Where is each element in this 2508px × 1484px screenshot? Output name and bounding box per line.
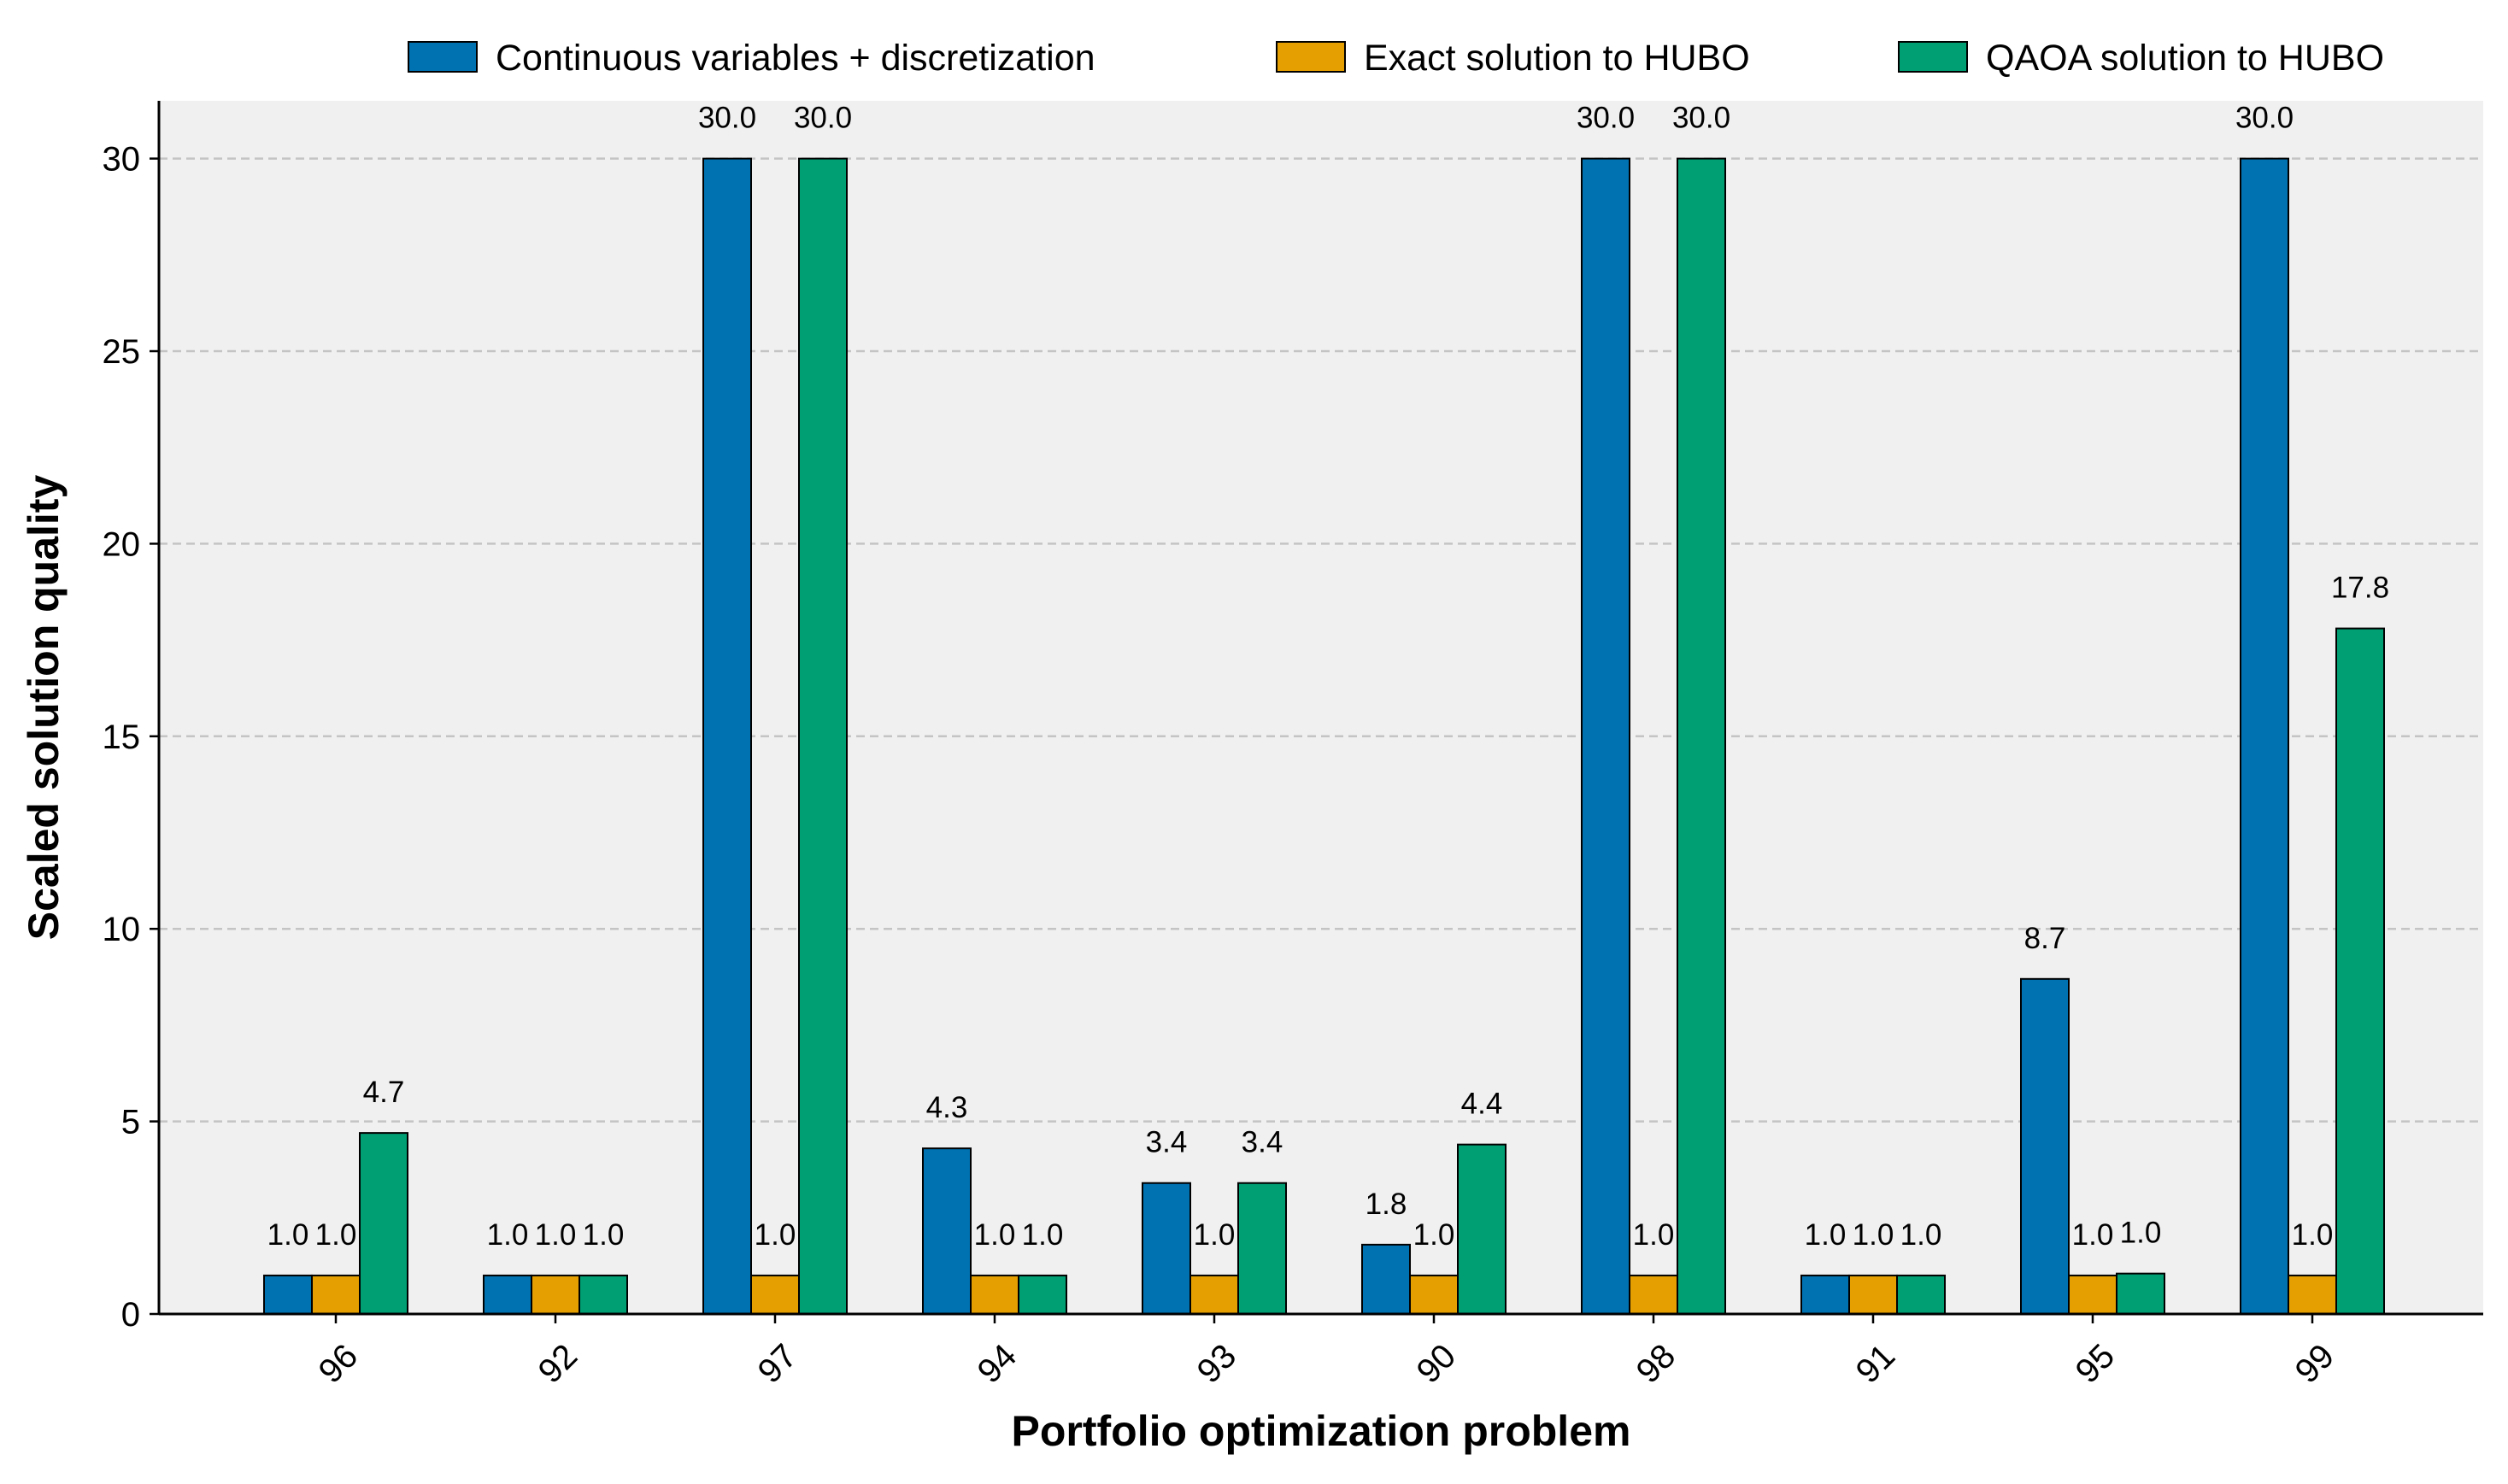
bar-value-label: 1.0 bbox=[267, 1218, 309, 1252]
bar bbox=[1581, 157, 1630, 1316]
x-tick-label: 95 bbox=[2069, 1337, 2123, 1391]
bar-value-label: 8.7 bbox=[2024, 922, 2066, 955]
bar-value-label: 1.0 bbox=[1413, 1218, 1455, 1252]
y-tick-label: 20 bbox=[103, 525, 141, 563]
bar-value-label: 30.0 bbox=[1672, 102, 1730, 135]
bar-value-label: 1.0 bbox=[2120, 1217, 2162, 1250]
legend-label: Continuous variables + discretization bbox=[496, 38, 1095, 79]
x-axis-title: Portfolio optimization problem bbox=[1012, 1407, 1631, 1455]
bar-value-label: 1.0 bbox=[1900, 1218, 1942, 1252]
bar-value-label: 1.0 bbox=[1633, 1218, 1675, 1252]
y-tick-label: 25 bbox=[103, 333, 141, 371]
bar bbox=[1896, 1274, 1946, 1316]
y-tick-label: 15 bbox=[103, 719, 141, 756]
y-tick-label: 10 bbox=[103, 911, 141, 948]
bar bbox=[1677, 157, 1726, 1316]
bar-value-label: 1.0 bbox=[315, 1218, 357, 1252]
legend-swatch bbox=[1276, 41, 1346, 73]
bar-value-label: 30.0 bbox=[698, 102, 756, 135]
bar-value-label: 1.0 bbox=[2072, 1218, 2114, 1252]
bar bbox=[2020, 977, 2070, 1316]
bar bbox=[922, 1147, 972, 1315]
bar-value-label: 1.0 bbox=[535, 1218, 577, 1252]
plot-area bbox=[159, 101, 2483, 1314]
bar-value-label: 30.0 bbox=[1577, 102, 1635, 135]
x-tick-label: 94 bbox=[971, 1337, 1025, 1391]
bar bbox=[2116, 1272, 2165, 1315]
bar-value-label: 30.0 bbox=[794, 102, 852, 135]
bar bbox=[2240, 157, 2289, 1316]
legend-label: QAOA solution to HUBO bbox=[1986, 38, 2384, 79]
x-tick-label: 98 bbox=[1630, 1337, 1683, 1391]
bar-value-label: 4.4 bbox=[1461, 1088, 1503, 1121]
x-tick-label: 96 bbox=[312, 1337, 366, 1391]
bar bbox=[359, 1132, 408, 1315]
x-tick-label: 97 bbox=[751, 1337, 805, 1391]
legend-swatch bbox=[408, 41, 478, 73]
bar-value-label: 1.0 bbox=[1022, 1218, 1064, 1252]
bar-value-label: 1.8 bbox=[1366, 1188, 1407, 1221]
bar-value-label: 1.0 bbox=[1805, 1218, 1847, 1252]
y-tick-label: 0 bbox=[121, 1296, 140, 1334]
x-tick-label: 99 bbox=[2288, 1337, 2342, 1391]
bar-value-label: 17.8 bbox=[2331, 572, 2389, 605]
bar bbox=[1237, 1182, 1287, 1315]
x-tick-label: 90 bbox=[1410, 1337, 1464, 1391]
bar bbox=[1800, 1274, 1850, 1316]
bar-value-label: 1.0 bbox=[487, 1218, 529, 1252]
bar-value-label: 3.4 bbox=[1146, 1126, 1188, 1159]
bar bbox=[2335, 627, 2385, 1315]
bar-value-label: 4.3 bbox=[926, 1091, 968, 1124]
bar bbox=[750, 1274, 800, 1316]
bar bbox=[1361, 1243, 1411, 1316]
bar-value-label: 3.4 bbox=[1242, 1126, 1283, 1159]
legend-swatch bbox=[1898, 41, 1968, 73]
x-tick-label: 91 bbox=[1849, 1337, 1903, 1391]
bar bbox=[1409, 1274, 1459, 1316]
bar-value-label: 30.0 bbox=[2235, 102, 2294, 135]
bar bbox=[702, 157, 752, 1316]
y-tick-label: 30 bbox=[103, 141, 141, 179]
bar-value-label: 1.0 bbox=[583, 1218, 625, 1252]
bar-value-label: 1.0 bbox=[2292, 1218, 2334, 1252]
bar bbox=[1848, 1274, 1898, 1316]
bar-value-label: 1.0 bbox=[1194, 1218, 1236, 1252]
bar bbox=[970, 1274, 1019, 1316]
bar bbox=[1018, 1274, 1067, 1316]
bar-value-label: 1.0 bbox=[974, 1218, 1016, 1252]
bar-value-label: 1.0 bbox=[755, 1218, 796, 1252]
bar bbox=[531, 1274, 580, 1316]
bar bbox=[2068, 1274, 2117, 1316]
x-tick-label: 92 bbox=[532, 1337, 585, 1391]
y-axis-title: Scaled solution quality bbox=[20, 475, 68, 941]
bar bbox=[579, 1274, 628, 1316]
bar bbox=[798, 157, 848, 1316]
bar bbox=[1142, 1182, 1191, 1315]
bar bbox=[1457, 1143, 1507, 1315]
bar bbox=[263, 1274, 313, 1316]
bar-value-label: 1.0 bbox=[1853, 1218, 1894, 1252]
bar bbox=[2288, 1274, 2337, 1316]
bar bbox=[1629, 1274, 1678, 1316]
x-tick-label: 93 bbox=[1190, 1337, 1244, 1391]
y-tick-label: 5 bbox=[121, 1104, 140, 1141]
bar bbox=[311, 1274, 361, 1316]
bar bbox=[483, 1274, 532, 1316]
bar bbox=[1189, 1274, 1239, 1316]
legend-label: Exact solution to HUBO bbox=[1364, 38, 1750, 79]
bar-value-label: 4.7 bbox=[363, 1076, 405, 1109]
